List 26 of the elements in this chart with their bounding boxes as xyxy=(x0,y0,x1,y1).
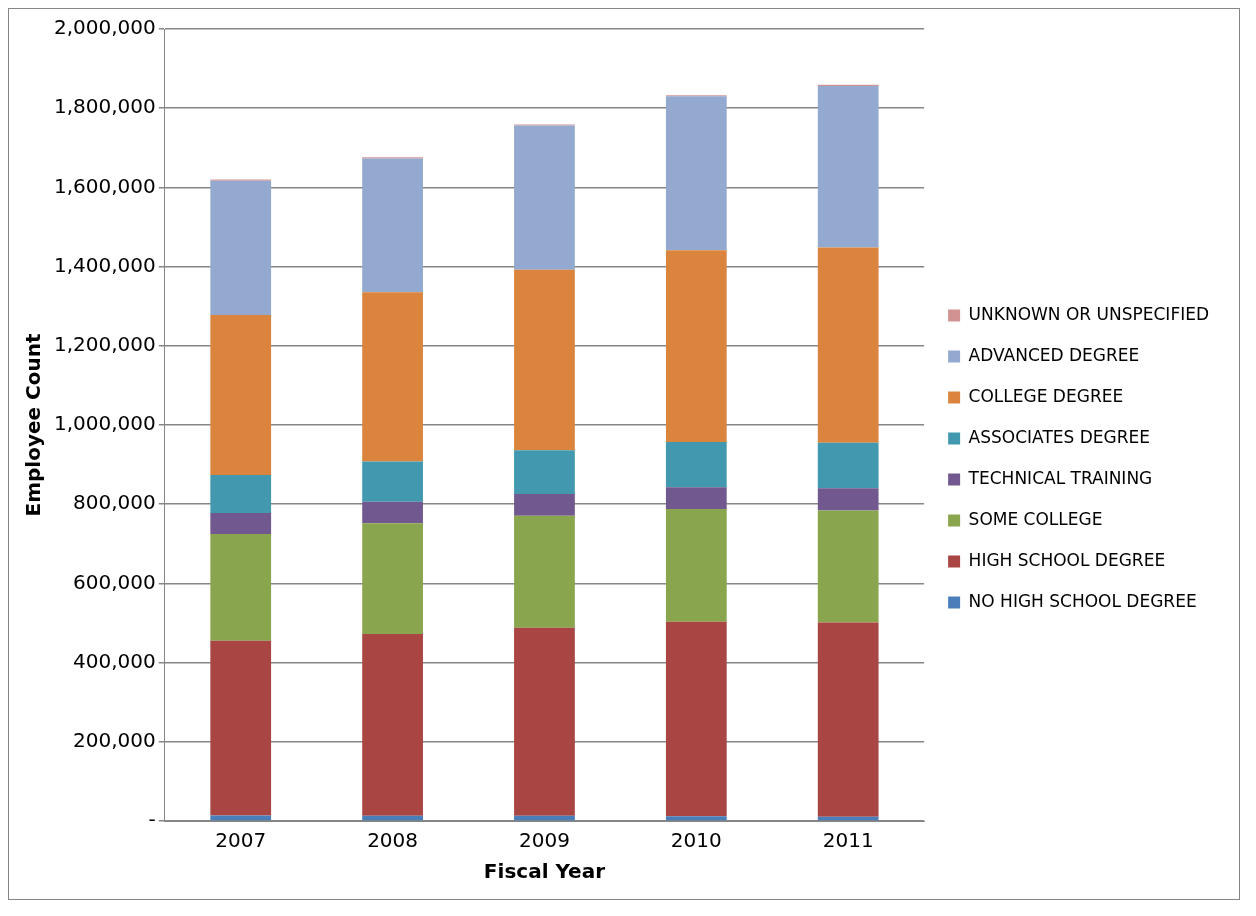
y-tick-label: 200,000 xyxy=(73,728,156,752)
x-tick-label: 2010 xyxy=(670,828,722,853)
x-axis-title: Fiscal Year xyxy=(483,859,606,884)
x-tick-label: 2011 xyxy=(822,828,874,853)
legend-label: ADVANCED DEGREE xyxy=(968,344,1140,365)
legend-label: UNKNOWN OR UNSPECIFIED xyxy=(968,303,1210,324)
x-tick-label: 2009 xyxy=(519,828,570,853)
y-tick-label: 1,000,000 xyxy=(53,411,156,436)
legend-label: HIGH SCHOOL DEGREE xyxy=(968,549,1166,570)
y-tick-label: - xyxy=(148,807,156,832)
y-tick-label: 800,000 xyxy=(73,490,156,515)
y-tick-label: 600,000 xyxy=(73,569,156,594)
x-tick-label: 2008 xyxy=(367,828,419,853)
x-tick-label: 2007 xyxy=(215,828,267,853)
legend-label: ASSOCIATES DEGREE xyxy=(968,426,1151,447)
legend-label: COLLEGE DEGREE xyxy=(968,385,1124,406)
y-tick-label: 1,600,000 xyxy=(53,173,156,198)
legend-label: TECHNICAL TRAINING xyxy=(967,467,1153,488)
y-tick-label: 400,000 xyxy=(73,648,156,673)
y-axis-title: Employee Count xyxy=(21,333,46,517)
y-tick-label: 1,800,000 xyxy=(53,94,156,119)
y-tick-label: 1,400,000 xyxy=(53,252,156,277)
legend-label: NO HIGH SCHOOL DEGREE xyxy=(968,590,1197,611)
legend-label: SOME COLLEGE xyxy=(968,508,1103,529)
y-tick-label: 2,000,000 xyxy=(53,15,156,40)
y-tick-label: 1,200,000 xyxy=(53,332,156,356)
